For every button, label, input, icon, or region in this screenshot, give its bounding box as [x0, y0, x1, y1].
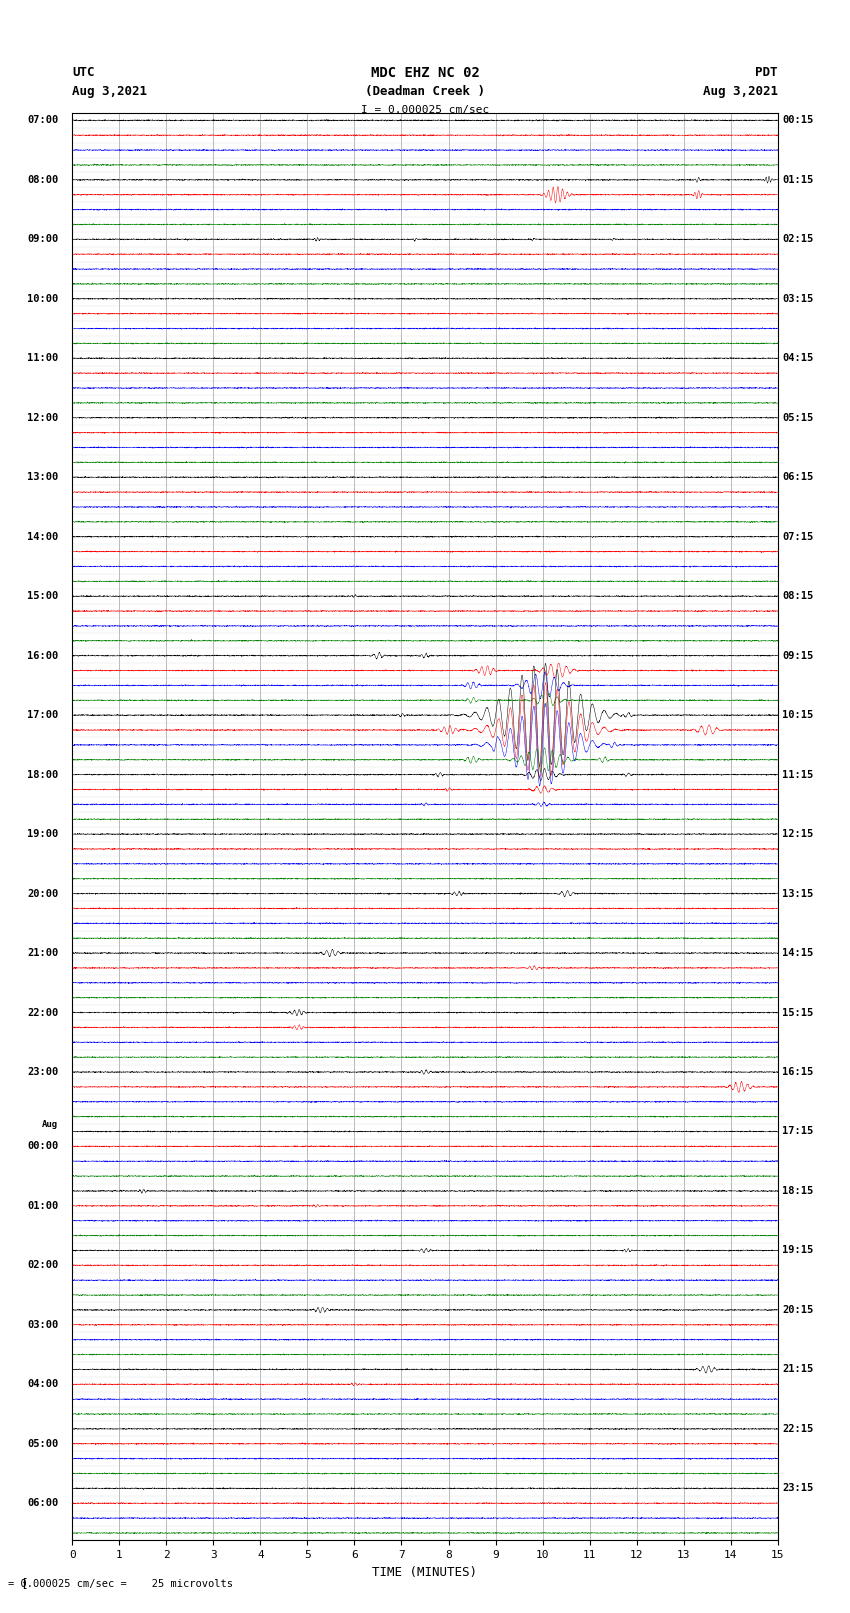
Text: 11:00: 11:00 [27, 353, 58, 363]
Text: Aug 3,2021: Aug 3,2021 [72, 85, 147, 98]
X-axis label: TIME (MINUTES): TIME (MINUTES) [372, 1566, 478, 1579]
Text: 01:00: 01:00 [27, 1200, 58, 1211]
Text: 07:15: 07:15 [783, 532, 813, 542]
Text: 20:15: 20:15 [783, 1305, 813, 1315]
Text: MDC EHZ NC 02: MDC EHZ NC 02 [371, 66, 479, 79]
Text: 05:00: 05:00 [27, 1439, 58, 1448]
Text: 14:00: 14:00 [27, 532, 58, 542]
Text: [: [ [6, 1578, 28, 1590]
Text: 03:00: 03:00 [27, 1319, 58, 1329]
Text: 00:00: 00:00 [27, 1142, 58, 1152]
Text: 16:00: 16:00 [27, 650, 58, 661]
Text: 06:15: 06:15 [783, 473, 813, 482]
Text: 12:15: 12:15 [783, 829, 813, 839]
Text: 10:15: 10:15 [783, 710, 813, 719]
Text: 04:00: 04:00 [27, 1379, 58, 1389]
Text: 07:00: 07:00 [27, 116, 58, 126]
Text: 22:00: 22:00 [27, 1008, 58, 1018]
Text: 23:15: 23:15 [783, 1484, 813, 1494]
Text: 20:00: 20:00 [27, 889, 58, 898]
Text: Aug: Aug [42, 1119, 58, 1129]
Text: 22:15: 22:15 [783, 1424, 813, 1434]
Text: 04:15: 04:15 [783, 353, 813, 363]
Text: = 0.000025 cm/sec =    25 microvolts: = 0.000025 cm/sec = 25 microvolts [8, 1579, 234, 1589]
Text: PDT: PDT [756, 66, 778, 79]
Text: 00:15: 00:15 [783, 116, 813, 126]
Text: 08:00: 08:00 [27, 174, 58, 185]
Text: 08:15: 08:15 [783, 592, 813, 602]
Text: 02:00: 02:00 [27, 1260, 58, 1271]
Text: 11:15: 11:15 [783, 769, 813, 779]
Text: 02:15: 02:15 [783, 234, 813, 244]
Text: 09:00: 09:00 [27, 234, 58, 244]
Text: I = 0.000025 cm/sec: I = 0.000025 cm/sec [361, 105, 489, 115]
Text: 18:00: 18:00 [27, 769, 58, 779]
Text: 06:00: 06:00 [27, 1498, 58, 1508]
Text: 15:00: 15:00 [27, 592, 58, 602]
Text: 19:00: 19:00 [27, 829, 58, 839]
Text: 14:15: 14:15 [783, 948, 813, 958]
Text: 16:15: 16:15 [783, 1068, 813, 1077]
Text: 17:15: 17:15 [783, 1126, 813, 1137]
Text: 09:15: 09:15 [783, 650, 813, 661]
Text: 12:00: 12:00 [27, 413, 58, 423]
Text: UTC: UTC [72, 66, 94, 79]
Text: Aug 3,2021: Aug 3,2021 [703, 85, 778, 98]
Text: 13:00: 13:00 [27, 473, 58, 482]
Text: 18:15: 18:15 [783, 1186, 813, 1195]
Text: (Deadman Creek ): (Deadman Creek ) [365, 85, 485, 98]
Text: 01:15: 01:15 [783, 174, 813, 185]
Text: 05:15: 05:15 [783, 413, 813, 423]
Text: 17:00: 17:00 [27, 710, 58, 719]
Text: 03:15: 03:15 [783, 294, 813, 303]
Text: 21:00: 21:00 [27, 948, 58, 958]
Text: 23:00: 23:00 [27, 1068, 58, 1077]
Text: 19:15: 19:15 [783, 1245, 813, 1255]
Text: 10:00: 10:00 [27, 294, 58, 303]
Text: 21:15: 21:15 [783, 1365, 813, 1374]
Text: 15:15: 15:15 [783, 1008, 813, 1018]
Text: 13:15: 13:15 [783, 889, 813, 898]
